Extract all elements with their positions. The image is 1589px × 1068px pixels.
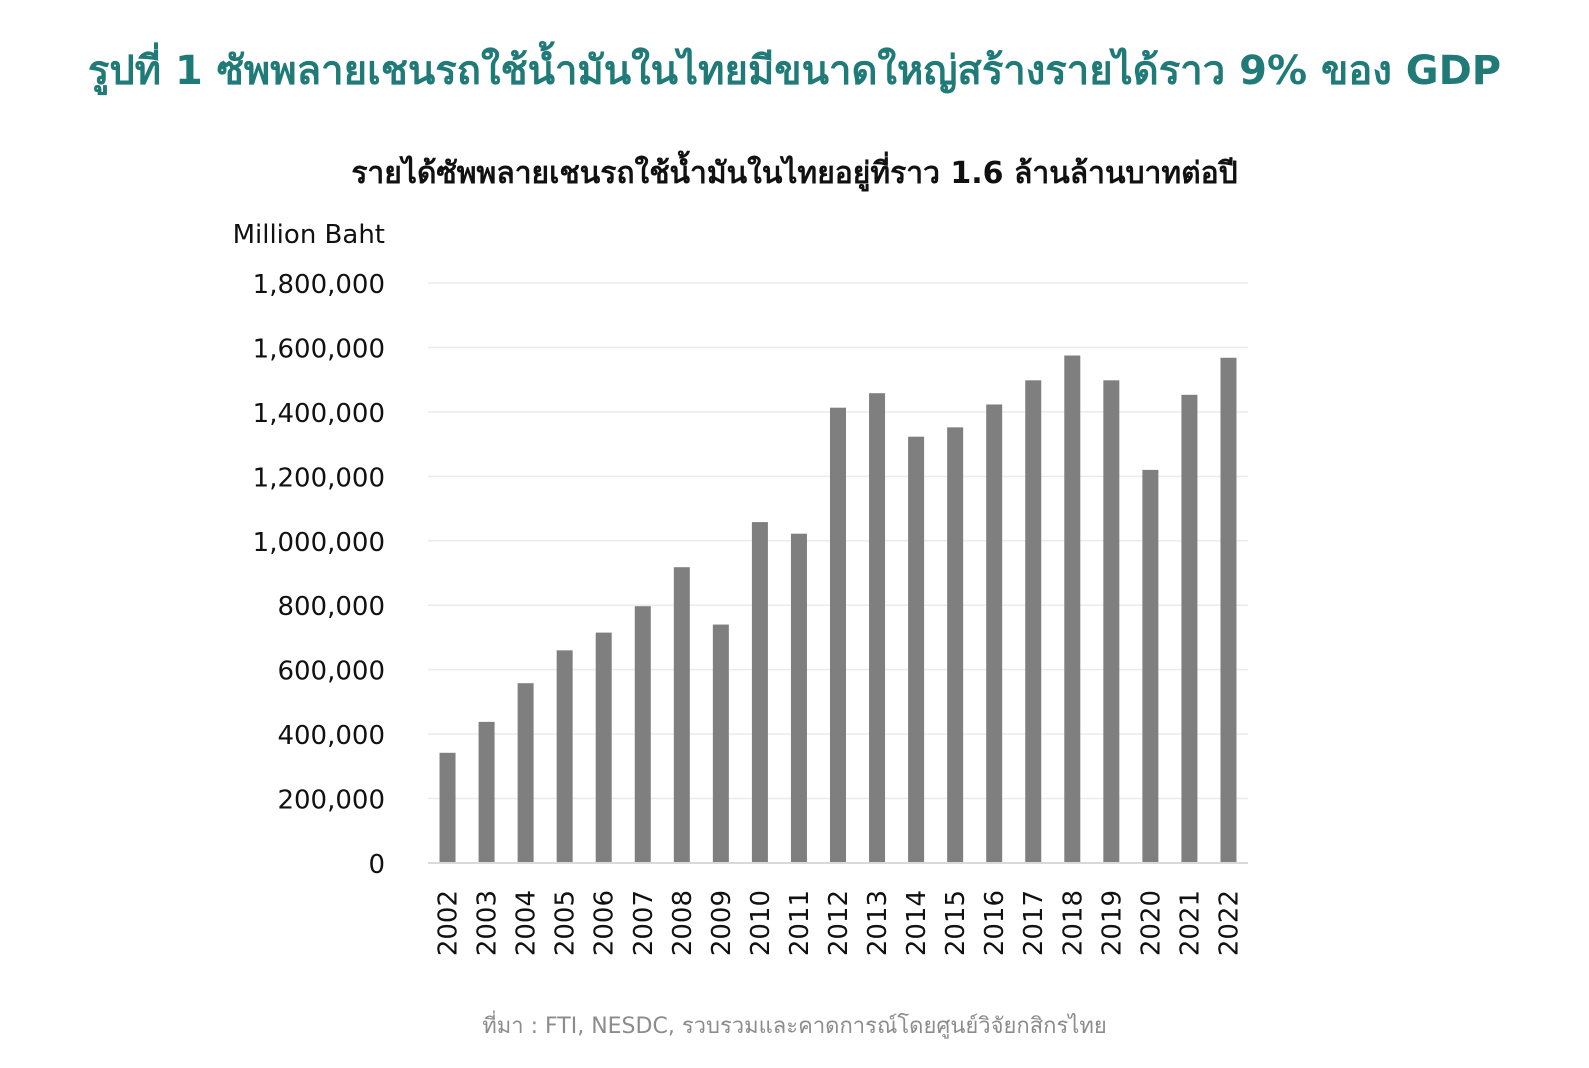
y-tick-label: 1,200,000 [253, 463, 385, 493]
bar-2014 [908, 436, 925, 863]
bar-2009 [712, 624, 729, 863]
x-tick-label: 2004 [512, 890, 542, 956]
bar-2003 [478, 721, 495, 863]
y-axis-label: Million Baht [233, 220, 385, 250]
y-tick-label: 400,000 [277, 721, 385, 751]
x-tick-labels: 2002 2003 2004 2005 2006 2007 2008 2009 2010 2011… [434, 890, 1245, 956]
y-tick-label: 600,000 [277, 657, 385, 687]
y-tick-label: 1,800,000 [253, 270, 385, 300]
x-tick-label: 2012 [824, 890, 854, 956]
bar-2018 [1064, 355, 1081, 863]
x-tick-label: 2013 [863, 890, 893, 956]
bar-2017 [1025, 380, 1042, 863]
bar-2002 [439, 752, 456, 863]
bar-2016 [986, 404, 1003, 863]
x-tick-label: 2015 [941, 890, 971, 956]
chart-title: รายได้ซัพพลายเชนรถใช้น้ำมันในไทยอยู่ที่ร… [351, 156, 1238, 191]
x-tick-label: 2019 [1097, 890, 1127, 956]
bar-2010 [751, 522, 768, 863]
x-tick-label: 2021 [1175, 890, 1205, 956]
bar-2021 [1181, 394, 1198, 863]
bar-chart: 0 200,000 400,000 600,000 800,000 1,000,000 1,… [233, 220, 1248, 956]
x-tick-label: 2022 [1214, 890, 1244, 956]
x-tick-label: 2016 [980, 890, 1010, 956]
y-tick-labels: 0 200,000 400,000 600,000 800,000 1,000,000 1,… [253, 270, 385, 880]
bar-2008 [673, 567, 690, 863]
bar-2015 [947, 427, 964, 863]
bar-2007 [634, 606, 651, 863]
x-tick-label: 2011 [785, 890, 815, 956]
bar-2005 [556, 650, 573, 863]
x-tick-label: 2017 [1019, 890, 1049, 956]
x-tick-label: 2014 [902, 890, 932, 956]
bars [439, 355, 1237, 863]
bar-2019 [1103, 380, 1120, 863]
x-tick-label: 2020 [1136, 890, 1166, 956]
x-tick-label: 2007 [629, 890, 659, 956]
bar-2012 [830, 407, 846, 863]
y-tick-label: 0 [368, 850, 385, 880]
bar-2004 [517, 683, 534, 863]
x-tick-label: 2008 [668, 890, 698, 956]
source-note: ที่มา : FTI, NESDC, รวบรวมและคาดการณ์โดย… [482, 1014, 1107, 1039]
x-tick-label: 2005 [551, 890, 581, 956]
bar-2022 [1220, 357, 1237, 863]
bar-2013 [869, 393, 886, 863]
bar-2020 [1142, 469, 1159, 863]
y-tick-label: 1,400,000 [253, 399, 385, 429]
bar-2006 [595, 632, 612, 863]
bar-2011 [790, 533, 807, 863]
x-tick-label: 2002 [434, 890, 464, 956]
figure-title: รูปที่ 1 ซัพพลายเชนรถใช้น้ำมันในไทยมีขนา… [87, 48, 1502, 94]
x-tick-label: 2006 [590, 890, 620, 956]
x-tick-label: 2010 [746, 890, 776, 956]
x-tick-label: 2009 [707, 890, 737, 956]
x-tick-label: 2003 [473, 890, 503, 956]
y-tick-label: 1,600,000 [253, 334, 385, 364]
y-tick-label: 800,000 [277, 592, 385, 622]
y-tick-label: 1,000,000 [253, 528, 385, 558]
y-tick-label: 200,000 [277, 786, 385, 816]
x-tick-label: 2018 [1058, 890, 1088, 956]
